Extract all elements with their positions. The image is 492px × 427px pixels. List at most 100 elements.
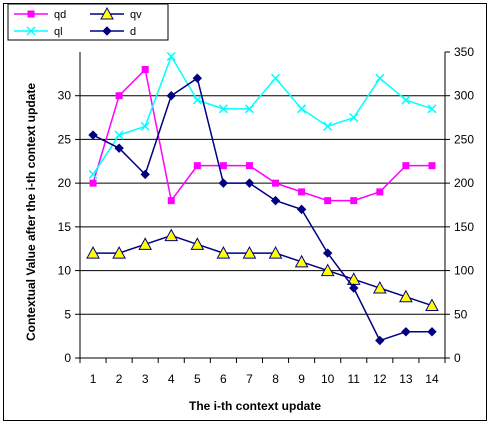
x-tick-label: 13 (399, 372, 413, 386)
data-point-ql (244, 104, 254, 114)
x-tick-label: 9 (298, 372, 305, 386)
grid-lines (80, 95, 445, 315)
legend-entry-qd: qd (14, 9, 66, 21)
x-tick-label: 1 (90, 372, 97, 386)
data-point-qv (372, 281, 387, 294)
data-point-qd (115, 92, 123, 100)
legend-label: ql (54, 26, 63, 38)
data-point-d (375, 335, 385, 346)
data-point-qd (324, 197, 332, 205)
marker-stroke (140, 121, 150, 131)
data-point-ql (192, 95, 202, 105)
left-y-tick-label: 15 (58, 220, 72, 234)
series-lines (86, 51, 439, 346)
legend-label: d (130, 26, 136, 38)
data-point-qd (245, 162, 253, 170)
left-y-tick-label: 30 (58, 89, 72, 103)
data-point-d (427, 327, 437, 337)
x-tick-label: 12 (373, 372, 387, 386)
data-point-qv (86, 246, 100, 259)
data-point-ql (271, 73, 281, 83)
x-tick-label: 2 (116, 372, 123, 386)
data-point-qd (141, 65, 149, 73)
legend-entry-qv: qv (90, 6, 142, 21)
left-y-tick-label: 20 (58, 176, 72, 190)
data-point-ql (140, 121, 150, 131)
data-point-d (270, 195, 281, 206)
x-axis-title: The i-th context update (189, 399, 321, 413)
data-point-qv (190, 237, 205, 250)
data-point-d (244, 178, 255, 188)
legend-marker (100, 6, 114, 20)
data-point-qd (428, 162, 436, 170)
x-tick-label: 11 (348, 372, 361, 386)
left-y-tick-label: 0 (64, 351, 71, 365)
x-tick-label: 8 (272, 372, 279, 386)
marker-stroke (323, 121, 333, 131)
data-point-ql (427, 104, 437, 114)
data-point-ql (297, 104, 307, 114)
data-point-qd (193, 162, 201, 170)
series-line-d (92, 77, 432, 342)
data-point-ql (375, 73, 385, 83)
chart-frame (3, 3, 487, 421)
data-point-qv (216, 246, 231, 259)
x-tick-label: 5 (194, 372, 201, 386)
data-point-ql (218, 104, 228, 114)
marker-stroke (192, 95, 202, 105)
series-line-ql (92, 54, 433, 175)
data-point-qv (425, 298, 439, 312)
marker-stroke (244, 104, 254, 114)
data-point-ql (88, 169, 98, 179)
data-point-qv (112, 246, 126, 259)
series-line-qv (93, 234, 433, 307)
x-tick-label: 3 (142, 372, 149, 386)
data-point-qv (320, 263, 335, 277)
x-tick-label: 7 (246, 372, 253, 386)
data-point-qd (219, 162, 227, 170)
data-point-d (218, 178, 229, 188)
data-point-d (166, 91, 176, 101)
marker-stroke (271, 73, 281, 83)
data-point-d (401, 327, 411, 337)
data-point-ql (401, 95, 411, 105)
data-point-d (322, 248, 333, 258)
data-point-qd (376, 188, 384, 196)
marker-stroke (166, 51, 176, 61)
left-y-tick-label: 10 (58, 264, 72, 278)
legend-label: qd (54, 9, 66, 21)
data-point-qv (242, 246, 257, 259)
marker-stroke (297, 104, 307, 114)
marker-stroke (114, 130, 124, 140)
marker-stroke (88, 169, 98, 179)
right-y-tick-label: 50 (454, 307, 468, 321)
marker-stroke (218, 104, 228, 114)
data-point-d (114, 143, 124, 153)
right-y-tick-label: 350 (454, 45, 474, 59)
legend-entry-ql: ql (14, 26, 63, 38)
y-axis-title: Contextual Value after the i-th context … (24, 83, 38, 341)
marker-stroke (349, 113, 359, 123)
data-point-ql (114, 130, 124, 140)
marker-stroke (375, 73, 385, 83)
data-point-qv (399, 289, 413, 303)
data-point-qd (89, 179, 97, 187)
data-point-qd (167, 197, 175, 205)
data-point-ql (349, 113, 359, 123)
data-point-d (88, 130, 98, 140)
x-tick-label: 4 (168, 372, 175, 386)
legend-marker (102, 26, 112, 36)
left-y-tick-label: 5 (64, 307, 71, 321)
data-point-qv (138, 237, 153, 250)
marker-stroke (427, 104, 437, 114)
data-point-qd (402, 162, 410, 170)
data-point-qv (294, 254, 309, 268)
x-tick-label: 6 (220, 372, 227, 386)
legend-box (7, 3, 169, 41)
right-y-tick-label: 200 (454, 176, 474, 190)
data-point-ql (323, 121, 333, 131)
data-point-ql (166, 51, 176, 61)
marker-stroke (401, 95, 411, 105)
